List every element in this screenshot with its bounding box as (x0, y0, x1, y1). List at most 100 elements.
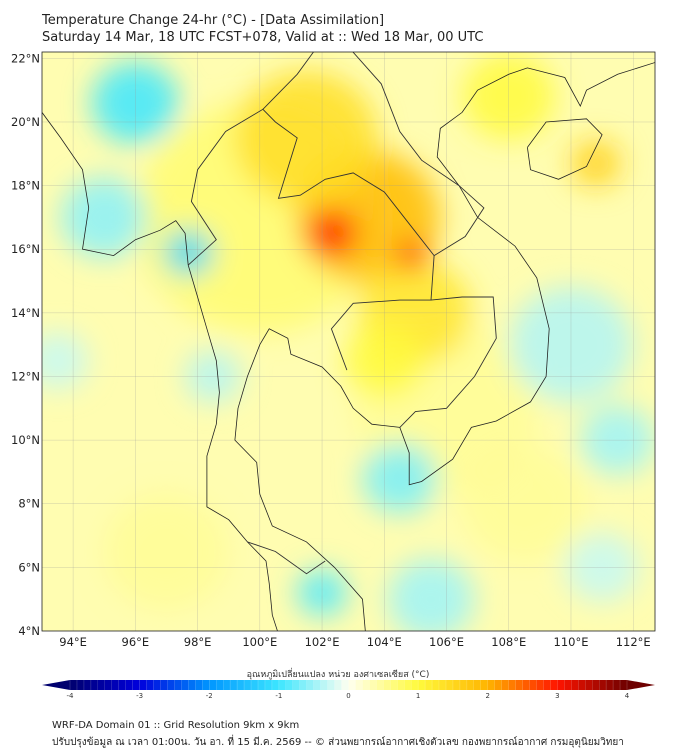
colorbar-tick-label: 2 (486, 692, 490, 700)
lat-tick-label: 20°N (11, 115, 40, 129)
colorbar-segment (404, 680, 412, 690)
lat-tick-label: 6°N (18, 560, 40, 574)
lon-tick-label: 96°E (122, 635, 150, 649)
colorbar-segment (188, 680, 196, 690)
coastline-hainan (527, 118, 603, 180)
colorbar-segment (466, 680, 475, 690)
colorbar-segment (620, 680, 628, 690)
colorbar-segment (557, 680, 565, 690)
colorbar-segment (529, 680, 537, 690)
colorbar-segment (550, 680, 558, 690)
colorbar-max-arrow (627, 680, 655, 690)
colorbar-segment (160, 680, 168, 690)
colorbar-segment (181, 680, 189, 690)
colorbar-segment (97, 680, 106, 690)
colorbar-segment (299, 680, 308, 690)
colorbar-segment (146, 680, 154, 690)
lon-tick-label: 94°E (59, 635, 87, 649)
colorbar-segment (515, 680, 523, 690)
colorbar-segment (306, 680, 314, 690)
colorbar-segment (76, 680, 85, 690)
colorbar-segment (397, 680, 405, 690)
lat-tick-label: 18°N (11, 179, 40, 193)
footer-credit: ปรับปรุงข้อมูล ณ เวลา 01:00น. วัน อา. ที… (52, 737, 624, 748)
colorbar-segment (341, 680, 349, 690)
map-frame (41, 51, 656, 632)
colorbar-segment (501, 680, 509, 690)
colorbar-segment (90, 680, 99, 690)
coastline-gulf (234, 62, 655, 631)
map-title: Temperature Change 24-hr (°C) - [Data As… (42, 13, 385, 28)
lon-tick-label: 104°E (367, 635, 402, 649)
lat-tick-label: 16°N (11, 242, 40, 256)
colorbar-segment (125, 680, 133, 690)
colorbar-segment (216, 680, 224, 690)
colorbar-segment (564, 680, 572, 690)
colorbar-segment (425, 680, 433, 690)
colorbar-segment (459, 680, 468, 690)
colorbar-segment (327, 680, 335, 690)
field-feature (396, 241, 428, 271)
colorbar-segment (543, 680, 551, 690)
lon-tick-label: 100°E (242, 635, 277, 649)
colorbar-segment (585, 680, 593, 690)
colorbar-tick-label: -4 (67, 692, 75, 700)
country-border (352, 52, 485, 256)
colorbar-segment (613, 680, 621, 690)
colorbar-segment (599, 680, 607, 690)
colorbar-segment (473, 680, 482, 690)
colorbar-segment (209, 680, 217, 690)
colorbar-tick-label: -3 (136, 692, 143, 700)
country-border (187, 108, 435, 371)
lon-tick-label: 112°E (616, 635, 651, 649)
country-border (262, 52, 315, 110)
colorbar-tick-label: 3 (555, 692, 559, 700)
colorbar-segment (432, 680, 440, 690)
colorbar-segment (70, 680, 78, 690)
colorbar-segment (292, 680, 301, 690)
colorbar-segment (536, 680, 544, 690)
colorbar-tick-label: 1 (416, 692, 420, 700)
colorbar-segment (480, 680, 489, 690)
colorbar-segment (369, 680, 377, 690)
colorbar-segment (271, 680, 280, 690)
colorbar-tick-label: 0 (346, 692, 350, 700)
colorbar-segment (278, 680, 287, 690)
country-border (247, 541, 326, 575)
field-feature (42, 331, 89, 390)
colorbar-segment (167, 680, 175, 690)
colorbar-segment (111, 680, 120, 690)
colorbar-segment (445, 680, 454, 690)
colorbar-segment (494, 680, 502, 690)
field-feature (362, 443, 438, 514)
colorbar-segment (592, 680, 600, 690)
field-feature (571, 140, 621, 187)
colorbar-segment (320, 680, 328, 690)
lon-tick-label: 110°E (554, 635, 589, 649)
field-feature (104, 493, 229, 610)
colorbar-segment (571, 680, 579, 690)
colorbar-segment (355, 680, 363, 690)
field-feature (235, 71, 378, 205)
colorbar-segment (578, 680, 586, 690)
lat-tick-label: 12°N (11, 369, 40, 383)
colorbar-segment (104, 680, 113, 690)
lon-tick-label: 106°E (429, 635, 464, 649)
field-feature (163, 229, 214, 276)
field-feature (60, 176, 148, 259)
colorbar-tick-label: 4 (625, 692, 630, 700)
colorbar-segment (487, 680, 496, 690)
country-border (399, 296, 497, 428)
lat-tick-label: 14°N (11, 306, 40, 320)
field-feature (387, 558, 475, 631)
lon-tick-label: 108°E (491, 635, 526, 649)
colorbar-segment (139, 680, 147, 690)
lat-tick-label: 10°N (11, 433, 40, 447)
colorbar-segment (508, 680, 516, 690)
lat-tick-label: 8°N (18, 497, 40, 511)
colorbar-segment (606, 680, 614, 690)
colorbar-segment (83, 680, 92, 690)
colorbar-segment (383, 680, 391, 690)
map-subtitle: Saturday 14 Mar, 18 UTC FCST+078, Valid … (42, 30, 484, 45)
